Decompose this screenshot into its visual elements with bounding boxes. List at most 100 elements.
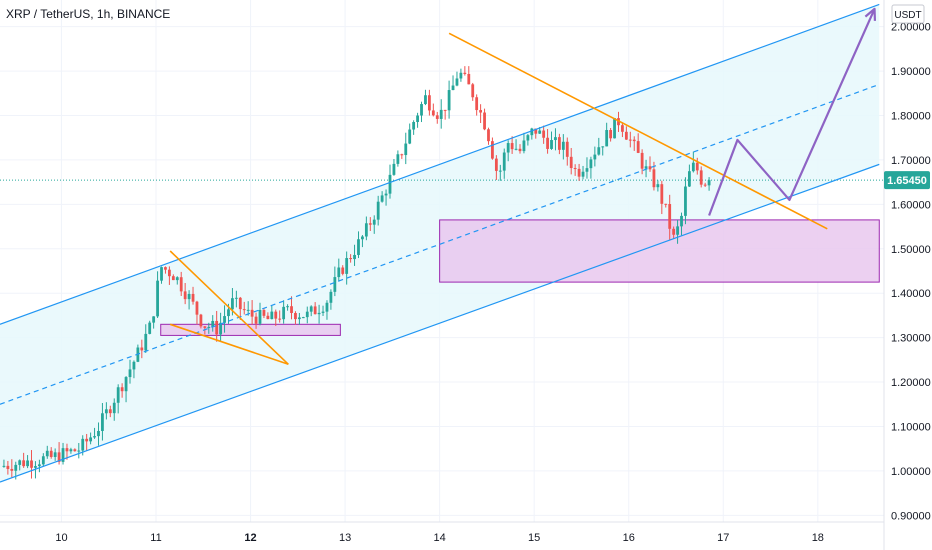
candle-body	[179, 277, 183, 292]
candle-body	[514, 148, 518, 150]
candle-body	[439, 109, 443, 119]
candle-body	[219, 322, 223, 335]
candle-body	[254, 316, 258, 324]
candle-body	[14, 464, 18, 471]
candle-body	[463, 72, 467, 74]
y-tick-label: 1.50000	[891, 244, 931, 256]
candle-body	[361, 236, 364, 240]
candle-body	[41, 456, 45, 465]
candle-body	[475, 97, 479, 111]
candle-body	[266, 315, 270, 320]
candle-body	[376, 201, 380, 220]
candle-body	[447, 90, 451, 111]
candle-body	[384, 193, 388, 196]
candle-body	[400, 154, 404, 156]
currency-button[interactable]: USDT	[891, 4, 925, 24]
x-tick-label: 11	[150, 532, 161, 544]
candle-body	[30, 460, 33, 468]
candle-body	[164, 267, 167, 270]
candle-body	[695, 162, 699, 171]
candle-body	[337, 267, 341, 278]
candle-body	[585, 168, 589, 172]
candle-body	[573, 168, 577, 170]
candle-body	[101, 413, 104, 431]
candle-body	[621, 125, 624, 132]
channel-upper-line	[0, 3, 880, 325]
candle-body	[274, 311, 278, 319]
candle-body	[156, 280, 159, 317]
candle-body	[380, 195, 384, 202]
candle-body	[652, 169, 656, 188]
candle-body	[640, 152, 644, 169]
candle-body	[73, 449, 77, 452]
candle-body	[557, 137, 561, 150]
candle-body	[294, 313, 297, 320]
candle-body	[424, 95, 427, 105]
y-axis: 2.00000 1.90000 1.80000 1.70000 1.60000 1.500…	[883, 0, 931, 550]
candle-body	[459, 72, 463, 79]
candle-body	[353, 254, 356, 260]
candle-body	[518, 148, 522, 152]
candle-body	[211, 320, 215, 327]
candle-body	[550, 140, 553, 149]
candle-body	[593, 154, 597, 160]
candle-body	[262, 310, 266, 316]
candle-body	[10, 468, 14, 471]
candle-body	[427, 95, 431, 111]
candle-body	[317, 312, 321, 315]
candle-body	[396, 154, 400, 164]
candle-body	[664, 203, 668, 205]
candle-body	[290, 306, 293, 314]
currency-button-box[interactable]	[891, 4, 925, 24]
candle-body	[250, 309, 254, 317]
candle-body	[175, 277, 179, 281]
candle-body	[270, 311, 274, 320]
candle-body	[305, 311, 309, 318]
candle-body	[388, 174, 392, 194]
candle-body	[325, 302, 329, 312]
y-tick-label: 1.60000	[891, 199, 931, 211]
candle-body	[238, 297, 242, 310]
candle-body	[392, 163, 396, 175]
candle-body	[45, 450, 49, 457]
candle-body	[412, 122, 416, 130]
projection-arrowhead	[864, 7, 877, 21]
candle-body	[124, 377, 128, 392]
candle-body	[116, 387, 120, 403]
y-tick-label: 0.90000	[891, 510, 931, 522]
candle-body	[435, 115, 439, 119]
candle-body	[187, 293, 191, 300]
candle-body	[37, 464, 41, 467]
candle-body	[443, 109, 447, 111]
candle-body	[703, 184, 707, 186]
candle-body	[605, 130, 609, 147]
candle-body	[191, 293, 195, 302]
candle-body	[6, 465, 10, 469]
candle-body	[554, 137, 557, 141]
candle-body	[57, 452, 61, 462]
channel-lower-line	[0, 163, 880, 483]
candle-body	[510, 143, 514, 150]
candle-body	[546, 137, 549, 149]
candle-body	[282, 306, 286, 320]
candle-body	[345, 258, 349, 274]
candle-body	[321, 311, 325, 313]
candle-body	[660, 184, 664, 204]
candle-body	[498, 170, 502, 172]
currency-button-label[interactable]: USDT	[894, 10, 921, 21]
y-tick-label: 2.00000	[891, 22, 931, 34]
candle-body	[313, 306, 317, 315]
candle-body	[487, 129, 490, 142]
x-tick-label: 12	[244, 532, 256, 544]
candle-body	[561, 141, 565, 150]
candle-body	[676, 226, 679, 235]
candle-body	[648, 166, 652, 170]
x-tick-label: 16	[623, 532, 635, 544]
candle-body	[699, 170, 703, 185]
candle-body	[341, 267, 345, 274]
candle-body	[167, 269, 171, 277]
candle-body	[104, 409, 108, 414]
candle-body	[77, 450, 81, 452]
candle-body	[223, 316, 226, 323]
